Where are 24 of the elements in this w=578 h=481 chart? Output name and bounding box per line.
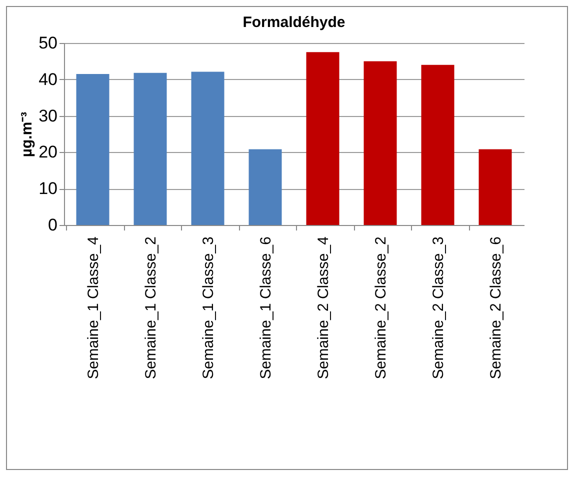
bar: [306, 52, 340, 225]
bar: [134, 72, 167, 225]
y-tick-label: 10: [38, 179, 58, 198]
x-tick-label: Semaine_1 Classe_6: [257, 236, 274, 380]
bar: [191, 72, 224, 225]
x-tick-label: Semaine_2 Classe_6: [487, 236, 504, 380]
y-tick-label: 0: [48, 216, 58, 234]
chart-title: Formaldéhyde: [242, 14, 346, 31]
y-tick-label: 50: [38, 34, 58, 52]
x-tick-label: Semaine_1 Classe_2: [142, 236, 160, 380]
y-tick-label: 30: [38, 106, 58, 126]
bar: [421, 64, 454, 225]
y-tick-label: 20: [38, 142, 58, 162]
bar: [478, 149, 512, 225]
y-axis-title: µg.m⁻³: [18, 112, 36, 158]
x-tick-label: Semaine_2 Classe_4: [314, 236, 332, 380]
bar: [364, 61, 397, 225]
x-tick-label: Semaine_1 Classe_4: [84, 236, 102, 380]
x-tick-label: Semaine_1 Classe_3: [200, 236, 217, 380]
x-tick-label: Semaine_2 Classe_3: [430, 236, 447, 380]
bar: [76, 74, 110, 225]
x-tick-label: Semaine_2 Classe_2: [372, 236, 390, 380]
y-tick-label: 40: [38, 70, 58, 89]
bar: [248, 149, 282, 225]
